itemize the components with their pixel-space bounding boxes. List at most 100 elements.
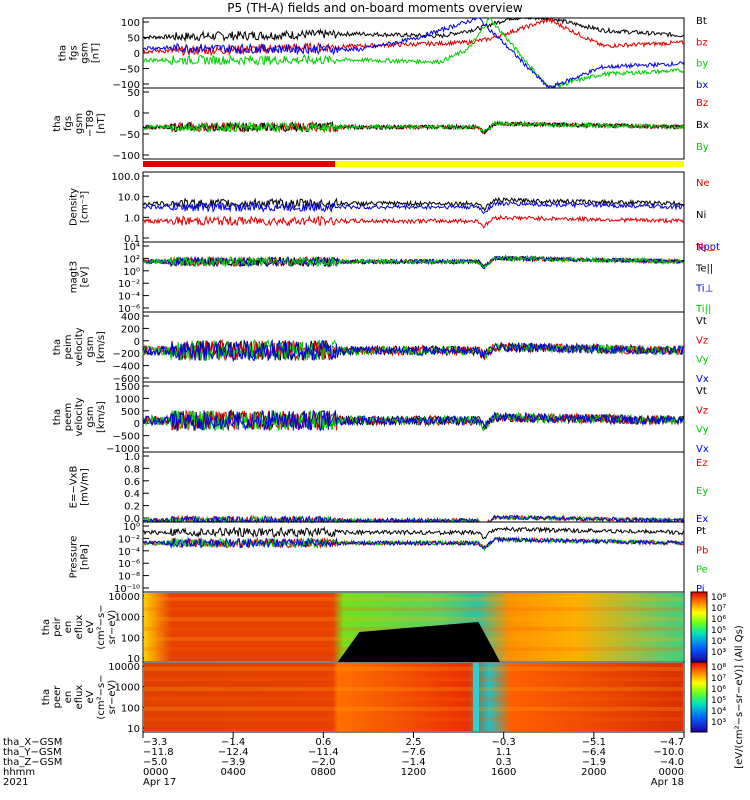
legend-bx: bx: [696, 80, 708, 91]
spectrogram-band: [144, 667, 683, 671]
colorbar-tick: 10³: [711, 718, 726, 728]
legend-Vz: Vz: [696, 405, 708, 416]
legend-Te||: Te||: [695, 263, 713, 274]
ylabel-pressure: Pressure: [69, 536, 80, 579]
ylabel-density: [cm⁻³]: [80, 191, 91, 223]
ytick-label-fgs_gsm: 50: [127, 34, 140, 45]
ylabel-peem_velocity: velocity: [74, 397, 85, 436]
legend-Ti⊥: Ti⊥: [695, 284, 713, 295]
ylabel-fgs_gsm: fgs: [69, 45, 80, 60]
colorbar-tick: 10⁶: [711, 615, 726, 625]
spectrogram-dropout: [337, 622, 501, 662]
ytick-label-temperature: 10⁻⁴: [118, 292, 140, 303]
trace-bx: [142, 17, 685, 90]
ytick-label-peim_velocity: −200: [113, 349, 140, 360]
ytick-label-temperature: 10⁰: [123, 267, 140, 278]
ylabel-temperature: [eV]: [80, 267, 91, 288]
ytick-label-fgs_gsm: 100: [121, 18, 140, 29]
ylabel-peim_velocity: [km/s]: [96, 331, 107, 363]
ytick-label-peer_en_eflux: 100: [121, 703, 140, 714]
trace-Bt: [142, 17, 685, 43]
trace-Npot: [142, 200, 685, 215]
ytick-label-fgs_gsm_t89: 50: [127, 88, 140, 99]
ylabel-efield: [mV/m]: [80, 468, 91, 506]
ylabel-peim_velocity: gsm: [85, 336, 96, 357]
ylabel-peer_en_eflux: en: [63, 691, 74, 704]
legend-Pt: Pt: [696, 526, 706, 537]
ytick-label-efield: 0.0: [124, 514, 140, 525]
ylabel-peir_en_eflux: (cm²−s−: [96, 604, 107, 649]
ytick-label-temperature: 10²: [123, 254, 140, 265]
ylabel-density: Density: [69, 188, 80, 226]
ytick-label-efield: 0.6: [124, 477, 140, 488]
legend-Pb: Pb: [696, 545, 708, 556]
ylabel-fgs_gsm_t89: −T89: [85, 110, 96, 137]
ylabel-peir_en_eflux: tha: [41, 619, 52, 635]
legend-Ey: Ey: [696, 486, 708, 497]
xtick-label: −5.0: [143, 757, 167, 768]
ylabel-peir_en_eflux: sr−eV): [107, 610, 118, 645]
legend-Vx: Vx: [696, 444, 709, 455]
mode-bar-slow: [143, 161, 336, 167]
xtick-label: Apr 18: [651, 777, 684, 788]
panel-frame-temperature: [142, 241, 685, 313]
xtick-label: −0.3: [492, 737, 516, 748]
spectrogram-band: [144, 707, 683, 711]
ytick-label-peem_velocity: −1000: [106, 444, 140, 455]
ylabel-peir_en_eflux: eV: [85, 620, 96, 633]
xtick-label: 2.5: [406, 737, 422, 748]
xtick-label: −11.4: [308, 747, 339, 758]
xtick-label: −1.4: [401, 757, 425, 768]
colorbar-tick: 10³: [711, 648, 726, 658]
ylabel-peim_velocity: peim: [63, 334, 74, 359]
colorbar-tick: 10⁸: [711, 593, 726, 603]
xtick-label: −11.8: [143, 747, 174, 758]
legend-Pi: Pi: [696, 584, 705, 595]
colorbar-tick: 10⁶: [711, 685, 726, 695]
ytick-label-density: 100.0: [111, 172, 140, 183]
ytick-label-pressure: 10⁰: [123, 522, 140, 533]
ylabel-fgs_gsm: tha: [58, 45, 69, 61]
legend-Npot: Npot: [696, 242, 720, 253]
mode-bar-fast: [335, 161, 684, 167]
ytick-label-pressure: 10⁻⁶: [118, 559, 140, 570]
ylabel-pressure: [nPa]: [80, 544, 91, 570]
xtick-label: −7.6: [401, 747, 425, 758]
trace-Vx: [142, 338, 685, 363]
ytick-label-fgs_gsm_t89: −100: [113, 151, 140, 162]
ytick-label-pressure: 10⁻⁴: [118, 547, 140, 558]
ytick-label-peim_velocity: −400: [113, 362, 140, 373]
ylabel-peir_en_eflux: eflux: [74, 615, 85, 640]
ytick-label-efield: 0.2: [124, 502, 140, 513]
spectrogram-gap: [473, 663, 480, 731]
colorbar-tick: 10⁴: [711, 637, 726, 647]
ylabel-peer_en_eflux: sr−eV): [107, 680, 118, 715]
trace-Ne: [142, 214, 685, 229]
ylabel-fgs_gsm: [nT]: [91, 43, 102, 63]
ytick-label-peir_en_eflux: 10: [127, 654, 140, 665]
xtick-label: −2.0: [311, 757, 335, 768]
xtick-label: 0800: [311, 767, 336, 778]
legend-Bz: Bz: [696, 98, 708, 109]
ylabel-peir_en_eflux: peir: [52, 616, 63, 636]
ytick-label-fgs_gsm: −50: [119, 65, 140, 76]
ylabel-peer_en_eflux: eV: [85, 690, 96, 703]
spectrogram-band: [144, 717, 683, 721]
trace-Ti||: [142, 255, 685, 269]
trace-bz: [142, 17, 685, 57]
ytick-label-peer_en_eflux: 1000: [115, 683, 140, 694]
ylabel-fgs_gsm: gsm: [80, 42, 91, 63]
xtick-label: 1.1: [496, 747, 512, 758]
legend-Vx: Vx: [696, 374, 709, 385]
xtick-label: 0400: [220, 767, 245, 778]
trace-by: [142, 17, 685, 89]
ylabel-fgs_gsm_t89: gsm: [74, 113, 85, 134]
xaxis-row-label: tha_Y−GSM: [3, 747, 62, 758]
xtick-label: −6.4: [582, 747, 606, 758]
ylabel-peem_velocity: peem: [63, 403, 74, 431]
xtick-label: −10.0: [653, 747, 684, 758]
ylabel-peem_velocity: tha: [52, 409, 63, 425]
ytick-label-peir_en_eflux: 10000: [108, 592, 140, 603]
colorbar-tick: 10⁸: [711, 663, 726, 673]
